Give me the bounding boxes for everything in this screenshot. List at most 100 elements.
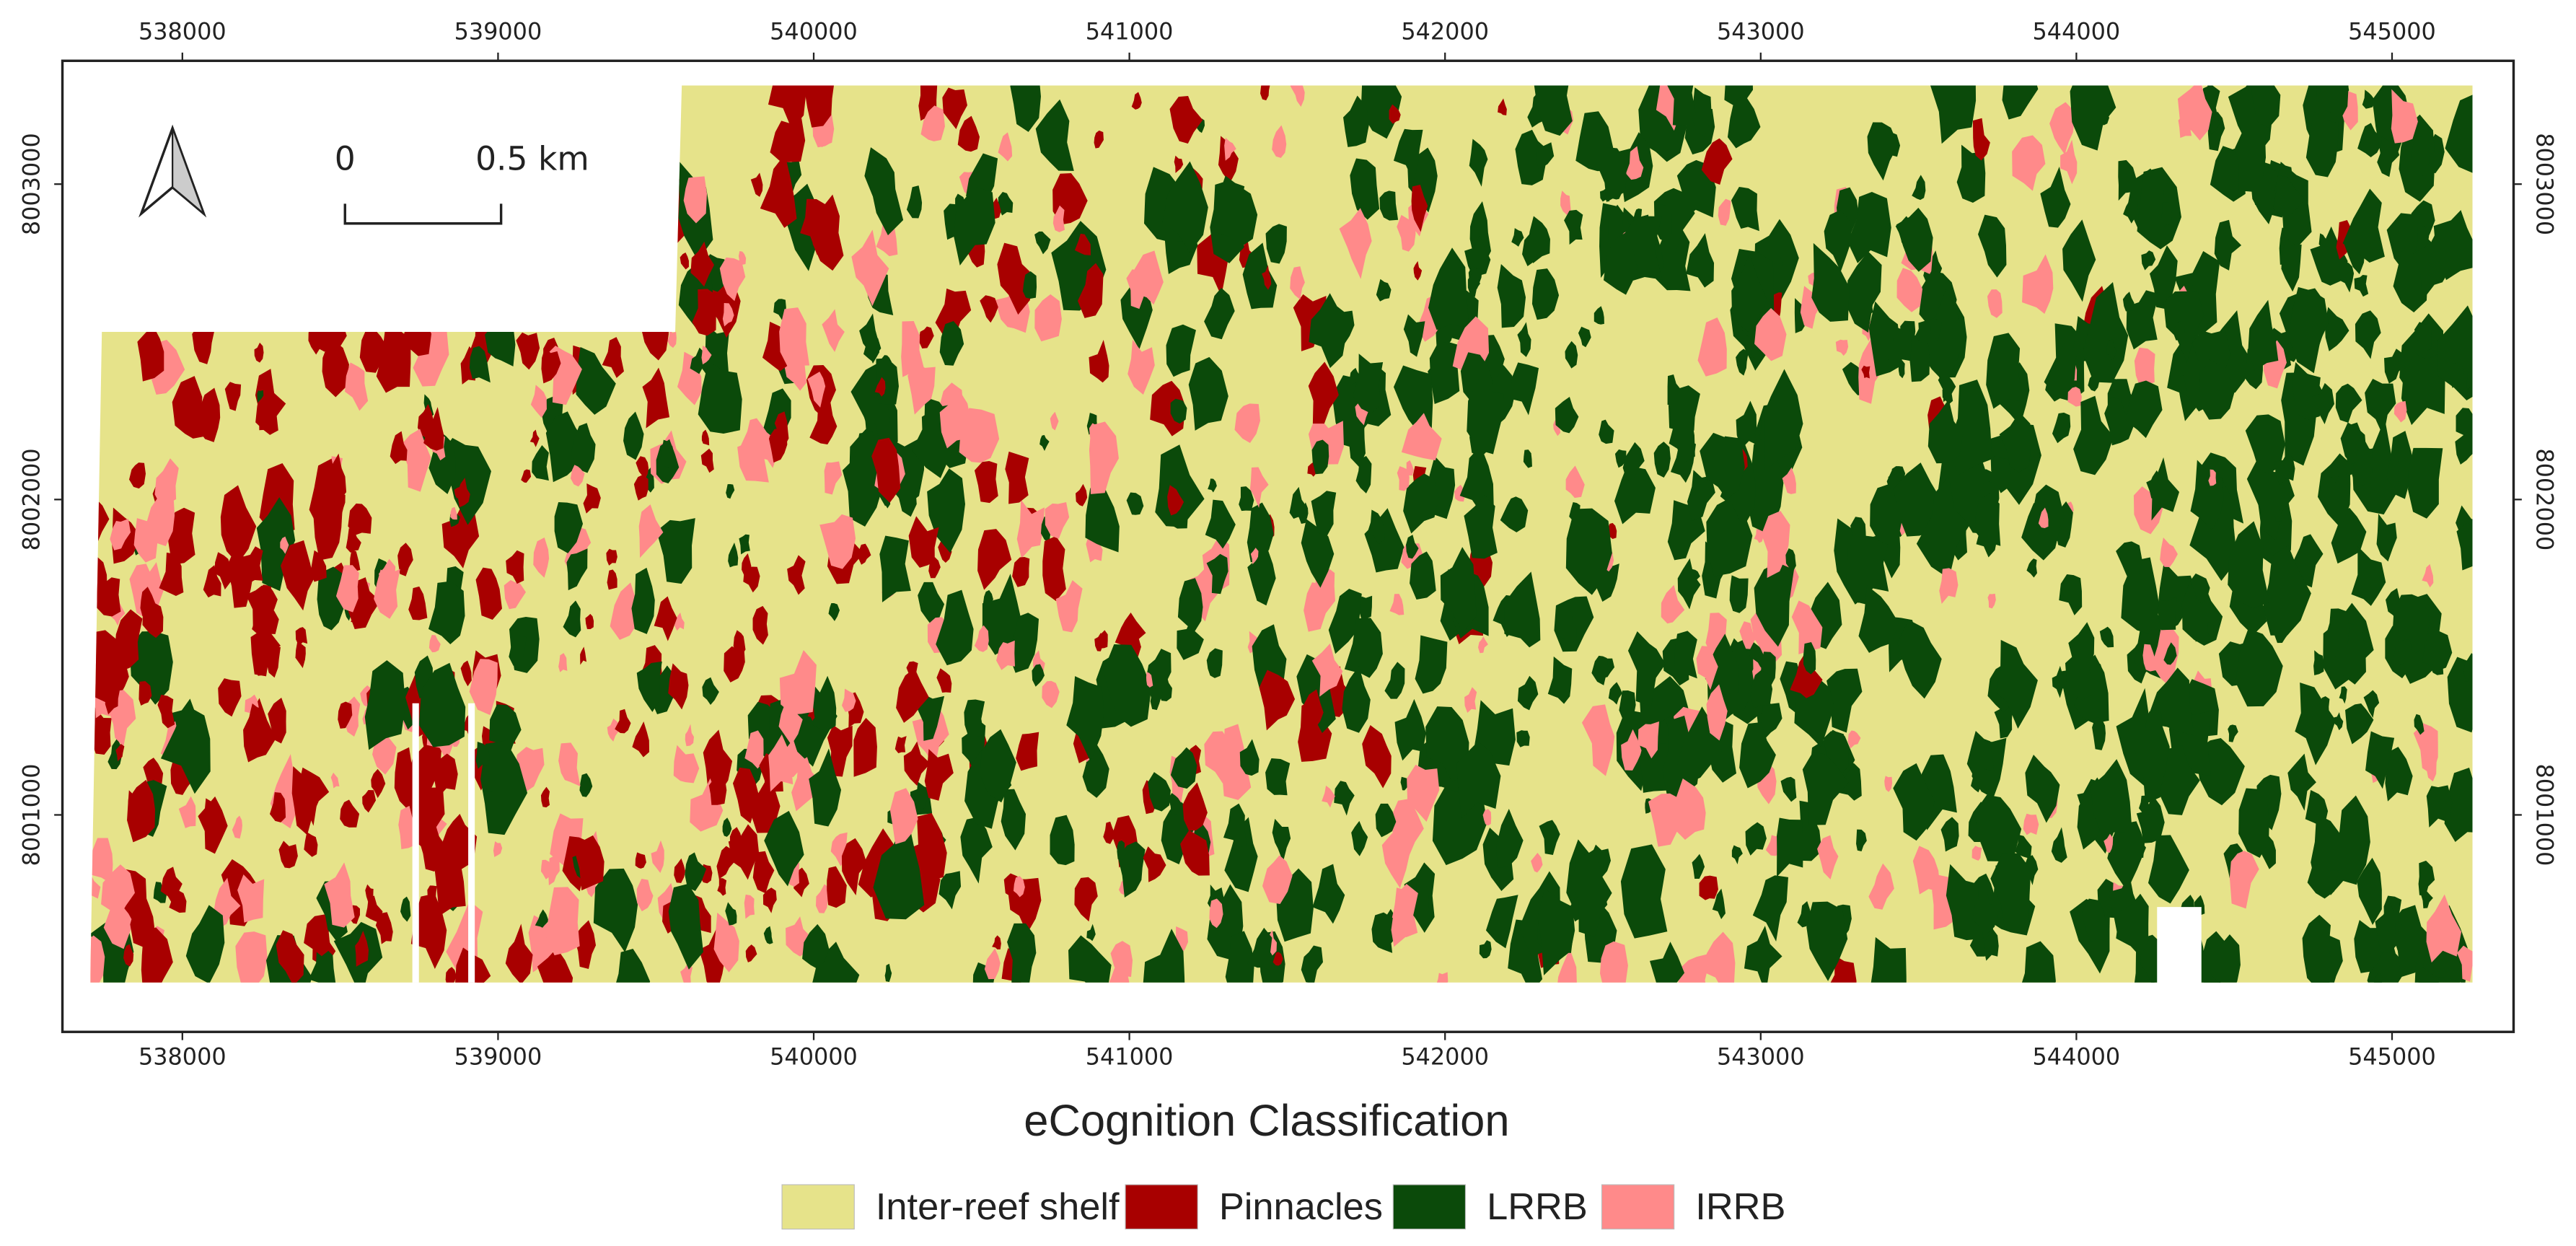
class-patch xyxy=(2140,934,2160,983)
class-patch xyxy=(764,810,804,887)
class-patch xyxy=(365,895,383,923)
class-patch xyxy=(1401,413,1442,461)
class-patch xyxy=(2310,226,2348,286)
class-patch xyxy=(280,536,289,554)
class-patch xyxy=(635,852,646,869)
class-patch xyxy=(920,105,945,141)
class-patch xyxy=(2263,545,2311,636)
class-patch xyxy=(1126,492,1144,515)
class-patch xyxy=(506,550,524,584)
class-patch xyxy=(1731,186,1759,232)
class-patch xyxy=(1578,326,1591,348)
class-patch xyxy=(770,118,806,162)
class-patch xyxy=(1893,763,1935,841)
legend-swatch xyxy=(1125,1184,1198,1230)
class-patch xyxy=(558,653,568,672)
y-tick-label: 8002000 xyxy=(2531,448,2558,550)
class-patch xyxy=(685,724,694,747)
class-patch xyxy=(2021,501,2061,561)
class-patch xyxy=(879,535,911,602)
class-patch xyxy=(1205,499,1236,549)
class-patch xyxy=(1001,789,1027,851)
class-patch xyxy=(1272,125,1287,158)
class-patch xyxy=(1301,519,1335,588)
class-patch xyxy=(2092,717,2106,750)
class-patch xyxy=(2026,558,2038,578)
class-patch xyxy=(827,724,853,777)
class-patch xyxy=(169,887,187,913)
class-patch xyxy=(576,347,616,415)
class-patch xyxy=(955,193,966,209)
class-patch xyxy=(2235,118,2267,192)
class-patch xyxy=(1177,578,1203,632)
class-patch xyxy=(254,342,264,363)
class-patch xyxy=(308,943,336,983)
class-patch xyxy=(642,367,670,429)
class-patch xyxy=(1591,655,1609,685)
class-patch xyxy=(475,742,490,769)
class-patch xyxy=(2107,803,2146,891)
class-patch xyxy=(2302,914,2335,983)
class-patch xyxy=(2052,665,2067,698)
class-patch xyxy=(1312,864,1345,924)
class-patch xyxy=(1868,863,1894,910)
legend-label: Inter-reef shelf xyxy=(876,1186,1120,1228)
legend-label: IRRB xyxy=(1695,1186,1785,1228)
class-patch xyxy=(2065,644,2094,701)
class-patch xyxy=(241,546,263,584)
class-patch xyxy=(1035,99,1074,171)
class-patch xyxy=(172,376,205,439)
x-tick-label: 544000 xyxy=(2033,18,2121,45)
class-patch xyxy=(636,456,649,480)
class-patch xyxy=(1247,927,1272,971)
class-patch xyxy=(1916,476,1970,579)
class-patch xyxy=(1974,794,2022,861)
class-patch xyxy=(1169,96,1203,144)
class-patch xyxy=(1022,271,1037,299)
class-patch xyxy=(1846,531,1891,603)
class-patch xyxy=(157,694,175,729)
class-patch xyxy=(1511,228,1524,247)
class-patch xyxy=(1265,758,1291,796)
class-patch xyxy=(1456,741,1501,819)
class-patch xyxy=(787,555,806,595)
class-patch xyxy=(583,483,601,514)
class-patch xyxy=(1847,730,1861,749)
class-patch xyxy=(571,423,596,473)
class-patch xyxy=(2333,621,2366,685)
class-patch xyxy=(1143,846,1166,882)
class-patch xyxy=(745,944,757,962)
class-patch xyxy=(516,332,540,370)
class-patch xyxy=(1162,161,1208,253)
class-patch xyxy=(129,462,146,489)
y-tick-label: 8002000 xyxy=(18,448,45,550)
class-patch xyxy=(957,115,980,152)
class-patch xyxy=(2040,166,2071,228)
class-patch xyxy=(713,912,739,973)
data-gaps xyxy=(412,703,2202,986)
class-patch xyxy=(668,663,689,710)
class-patch xyxy=(633,474,649,501)
class-patch xyxy=(939,321,964,366)
class-patch xyxy=(129,631,173,705)
class-patch xyxy=(276,930,304,983)
class-patch xyxy=(1234,403,1261,444)
class-patch xyxy=(2318,233,2329,250)
class-patch xyxy=(445,967,457,983)
class-patch xyxy=(371,768,386,799)
class-patch xyxy=(685,852,707,892)
class-patch xyxy=(585,613,594,630)
class-patch xyxy=(1349,367,1360,385)
class-patch xyxy=(802,923,830,969)
class-patch xyxy=(1620,844,1668,939)
x-tick-label: 543000 xyxy=(1717,18,1805,45)
class-patch xyxy=(485,778,497,792)
class-patch xyxy=(1930,85,1977,144)
class-patch xyxy=(375,912,393,944)
class-patch xyxy=(2426,894,2462,963)
coordinate-axes: 538000 538000 539000 539000 540000 540000 5410… xyxy=(18,18,2559,1071)
class-patch xyxy=(2126,380,2163,439)
class-patch xyxy=(638,504,664,558)
class-patch xyxy=(2357,123,2384,157)
class-patch xyxy=(493,841,503,857)
